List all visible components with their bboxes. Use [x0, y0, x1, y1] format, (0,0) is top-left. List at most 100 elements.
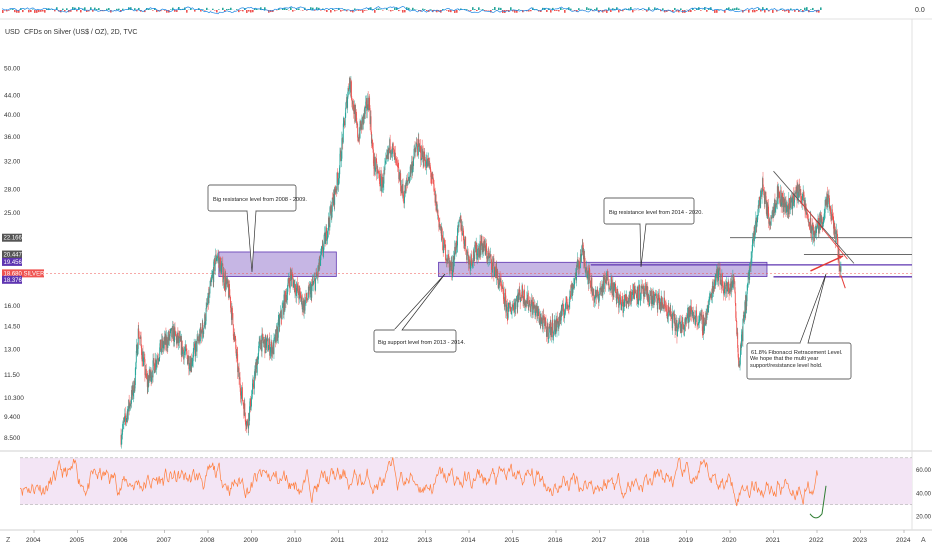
candle-body — [214, 263, 216, 271]
candle-body — [355, 110, 357, 115]
candle-body — [415, 142, 417, 147]
candle-body — [265, 341, 267, 350]
top-histogram-bar — [754, 10, 756, 13]
candle-body — [229, 295, 231, 297]
candle-body — [498, 283, 500, 288]
candle-body — [484, 247, 486, 255]
candle-body — [584, 256, 586, 264]
annotation-support-2013[interactable]: Big support level from 2013 - 2014. — [373, 273, 466, 353]
auto-scale-button[interactable]: A — [921, 537, 926, 544]
candle-body — [332, 197, 334, 200]
candle-body — [626, 296, 628, 302]
candle-body — [252, 380, 254, 384]
candle-body — [495, 272, 497, 279]
top-histogram-bar — [64, 10, 66, 12]
up-arrow[interactable] — [810, 255, 844, 272]
top-histogram-bar — [290, 7, 292, 10]
candle-body — [704, 317, 706, 326]
candle-body — [444, 240, 446, 248]
candle-body — [415, 151, 416, 153]
candle-body — [713, 282, 715, 283]
candle-body — [581, 244, 583, 246]
candle-body — [546, 323, 548, 330]
candle-body — [325, 227, 327, 233]
candle-body — [517, 293, 519, 308]
candle-body — [539, 322, 541, 324]
candle-body — [796, 183, 798, 201]
candle-body — [711, 297, 713, 299]
down-arrow[interactable] — [840, 275, 846, 289]
candle-body — [257, 359, 259, 364]
candle-body — [437, 210, 438, 213]
candle-body — [770, 221, 772, 225]
candle-body — [587, 270, 589, 275]
candle-body — [611, 294, 613, 296]
candle-body — [164, 336, 165, 342]
top-histogram-bar — [678, 10, 680, 13]
candle-body — [507, 307, 509, 318]
candle-body — [262, 334, 264, 341]
candle-body — [217, 256, 219, 258]
candle-body — [635, 291, 637, 294]
candle-body — [519, 292, 521, 302]
candle-body — [696, 316, 698, 325]
candle-body — [229, 284, 230, 296]
time-tick-label: 2014 — [461, 537, 476, 544]
candle-body — [159, 339, 161, 348]
candle-body — [580, 255, 582, 263]
candle-body — [718, 268, 720, 271]
annotation-fibonacci[interactable]: 61.8% Fibonacci Retracement Level. We ho… — [746, 273, 852, 380]
top-indicator-value: 0.0 — [915, 7, 925, 14]
candle-body — [660, 296, 662, 307]
candle-body — [777, 186, 779, 198]
candle-body — [805, 204, 807, 215]
candle-body — [826, 198, 828, 205]
symbol-title[interactable]: CFDs on Silver (US$ / OZ), 2D, TVC — [24, 29, 137, 36]
candle-body — [376, 161, 378, 175]
annotation-resistance-2014[interactable]: Big resistance level from 2014 - 2020. — [603, 197, 703, 268]
candle-body — [175, 335, 177, 337]
candle-body — [459, 215, 461, 222]
candle-body — [426, 161, 427, 168]
candle-body — [510, 306, 512, 312]
candle-body — [137, 348, 139, 355]
candle-body — [347, 96, 349, 108]
candle-body — [539, 316, 541, 323]
candle-body — [629, 291, 631, 300]
candle-body — [602, 285, 604, 296]
annotation-resistance-2008[interactable]: Big resistance level from 2008 - 2009. — [207, 184, 307, 273]
zoom-reset-button[interactable]: Z — [6, 537, 11, 544]
price-axis[interactable]: 50.0044.0040.0036.0032.0028.0025.0016.00… — [4, 66, 24, 442]
candle-body — [302, 301, 304, 308]
candle-body — [493, 269, 495, 276]
candle-body — [512, 304, 513, 307]
channel-line[interactable] — [799, 200, 848, 260]
candle-body — [151, 377, 153, 383]
top-histogram-bar — [414, 9, 416, 10]
time-tick-label: 2011 — [331, 537, 345, 544]
candle-body — [697, 325, 699, 326]
candle-body — [150, 369, 152, 383]
candle-body — [150, 369, 152, 376]
candle-body — [671, 316, 673, 319]
candle-body — [596, 289, 598, 298]
candle-body — [373, 156, 375, 169]
candle-body — [605, 276, 607, 285]
candle-body — [234, 337, 236, 339]
top-histogram-bar — [662, 8, 664, 10]
candle-body — [681, 320, 683, 332]
candle-body — [381, 176, 382, 192]
candle-body — [208, 293, 209, 304]
top-histogram-bar — [302, 10, 304, 11]
candle-body — [720, 279, 722, 285]
candle-body — [382, 177, 384, 188]
candle-body — [792, 194, 794, 198]
candle-body — [789, 204, 791, 211]
candle-body — [163, 341, 165, 346]
candle-body — [449, 261, 451, 272]
time-axis[interactable]: 2004 2005 2006 2007 2008 2009 2010 2011 2012 2013… — [26, 530, 911, 544]
candle-body — [207, 293, 209, 304]
candle-body — [234, 333, 236, 338]
top-histogram-bar — [166, 10, 168, 13]
support-zone-2013-2020[interactable] — [438, 261, 768, 277]
